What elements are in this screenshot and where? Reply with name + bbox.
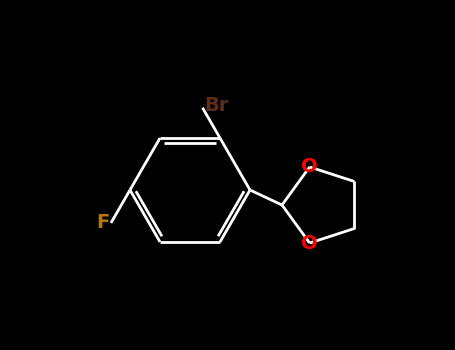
Text: O: O [301,158,318,176]
Text: O: O [301,233,318,253]
Text: Br: Br [204,96,229,115]
Text: F: F [96,214,109,232]
